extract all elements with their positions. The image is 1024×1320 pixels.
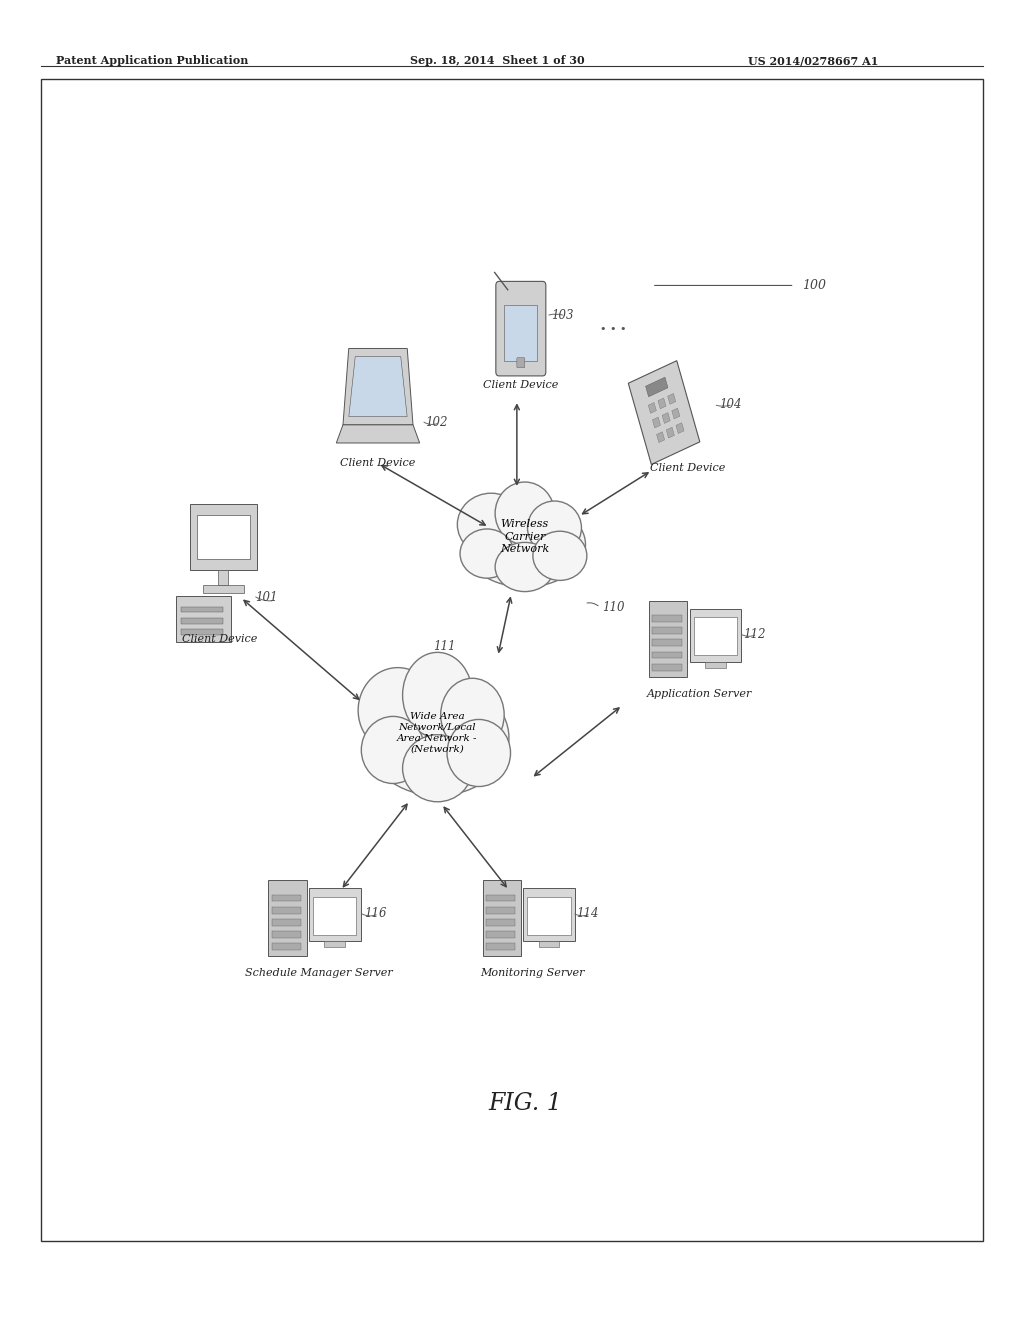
Polygon shape [629,360,699,465]
Text: 100: 100 [803,279,826,292]
FancyBboxPatch shape [539,941,559,948]
Text: Wide Area
Network/Local
Area Network -
(Network): Wide Area Network/Local Area Network - (… [397,711,478,754]
FancyBboxPatch shape [485,919,515,925]
Ellipse shape [532,531,587,581]
FancyBboxPatch shape [218,570,228,585]
Text: Client Device: Client Device [483,380,558,389]
FancyBboxPatch shape [485,907,515,913]
Polygon shape [658,399,666,409]
Text: 101: 101 [255,591,278,605]
FancyBboxPatch shape [496,281,546,376]
Ellipse shape [367,680,509,796]
Text: Patent Application Publication: Patent Application Publication [56,55,249,66]
Polygon shape [676,422,684,433]
FancyBboxPatch shape [271,944,301,950]
FancyBboxPatch shape [313,896,356,935]
Text: 103: 103 [551,309,573,322]
Text: 110: 110 [602,601,625,614]
FancyBboxPatch shape [271,919,301,925]
Polygon shape [648,403,656,413]
Ellipse shape [361,717,425,784]
Text: Client Device: Client Device [340,458,416,469]
Polygon shape [336,425,420,444]
Polygon shape [667,428,675,438]
FancyBboxPatch shape [189,504,257,570]
Ellipse shape [358,668,437,752]
Polygon shape [645,378,668,397]
FancyBboxPatch shape [271,895,301,902]
FancyBboxPatch shape [649,601,687,677]
FancyBboxPatch shape [652,615,682,622]
Ellipse shape [440,678,504,751]
FancyBboxPatch shape [197,515,250,560]
Text: 104: 104 [719,397,741,411]
Polygon shape [652,417,660,428]
FancyBboxPatch shape [482,880,521,956]
FancyBboxPatch shape [268,880,306,956]
FancyBboxPatch shape [523,888,574,941]
Text: Sep. 18, 2014  Sheet 1 of 30: Sep. 18, 2014 Sheet 1 of 30 [410,55,585,66]
FancyBboxPatch shape [271,907,301,913]
FancyBboxPatch shape [690,609,741,661]
Text: 112: 112 [743,627,766,640]
FancyBboxPatch shape [271,931,301,939]
FancyBboxPatch shape [652,652,682,659]
Ellipse shape [458,494,524,556]
Polygon shape [663,413,671,424]
Ellipse shape [460,529,514,578]
Text: Wireless
Carrier
Network: Wireless Carrier Network [500,519,550,554]
Text: Application Server: Application Server [647,689,752,700]
Ellipse shape [496,543,554,591]
FancyBboxPatch shape [505,305,538,362]
Ellipse shape [402,652,472,738]
Text: Client Device: Client Device [181,634,257,644]
FancyBboxPatch shape [517,358,524,368]
FancyBboxPatch shape [706,661,726,668]
FancyBboxPatch shape [325,941,345,948]
FancyBboxPatch shape [485,895,515,902]
FancyBboxPatch shape [694,618,737,655]
FancyBboxPatch shape [181,606,223,612]
Ellipse shape [447,719,511,787]
FancyBboxPatch shape [203,585,244,594]
FancyBboxPatch shape [181,618,223,624]
FancyBboxPatch shape [652,639,682,647]
FancyBboxPatch shape [652,664,682,671]
Text: Client Device: Client Device [650,463,725,474]
FancyBboxPatch shape [527,896,570,935]
Ellipse shape [496,482,554,545]
Text: Monitoring Server: Monitoring Server [480,969,585,978]
Text: US 2014/0278667 A1: US 2014/0278667 A1 [748,55,878,66]
Ellipse shape [464,502,586,587]
Polygon shape [349,356,408,417]
Ellipse shape [527,502,582,554]
FancyBboxPatch shape [485,944,515,950]
Polygon shape [656,432,665,442]
FancyBboxPatch shape [485,931,515,939]
FancyBboxPatch shape [176,597,231,643]
FancyBboxPatch shape [309,888,360,941]
Text: 114: 114 [577,907,599,920]
Polygon shape [668,393,676,404]
Text: 111: 111 [433,640,456,653]
Text: FIG. 1: FIG. 1 [487,1092,562,1115]
Text: 102: 102 [426,416,449,429]
Text: • • •: • • • [600,325,627,334]
FancyBboxPatch shape [652,627,682,634]
Ellipse shape [402,735,472,801]
FancyBboxPatch shape [181,630,223,635]
Polygon shape [672,408,680,418]
Polygon shape [343,348,413,425]
Text: 116: 116 [365,907,387,920]
Text: Schedule Manager Server: Schedule Manager Server [245,969,392,978]
